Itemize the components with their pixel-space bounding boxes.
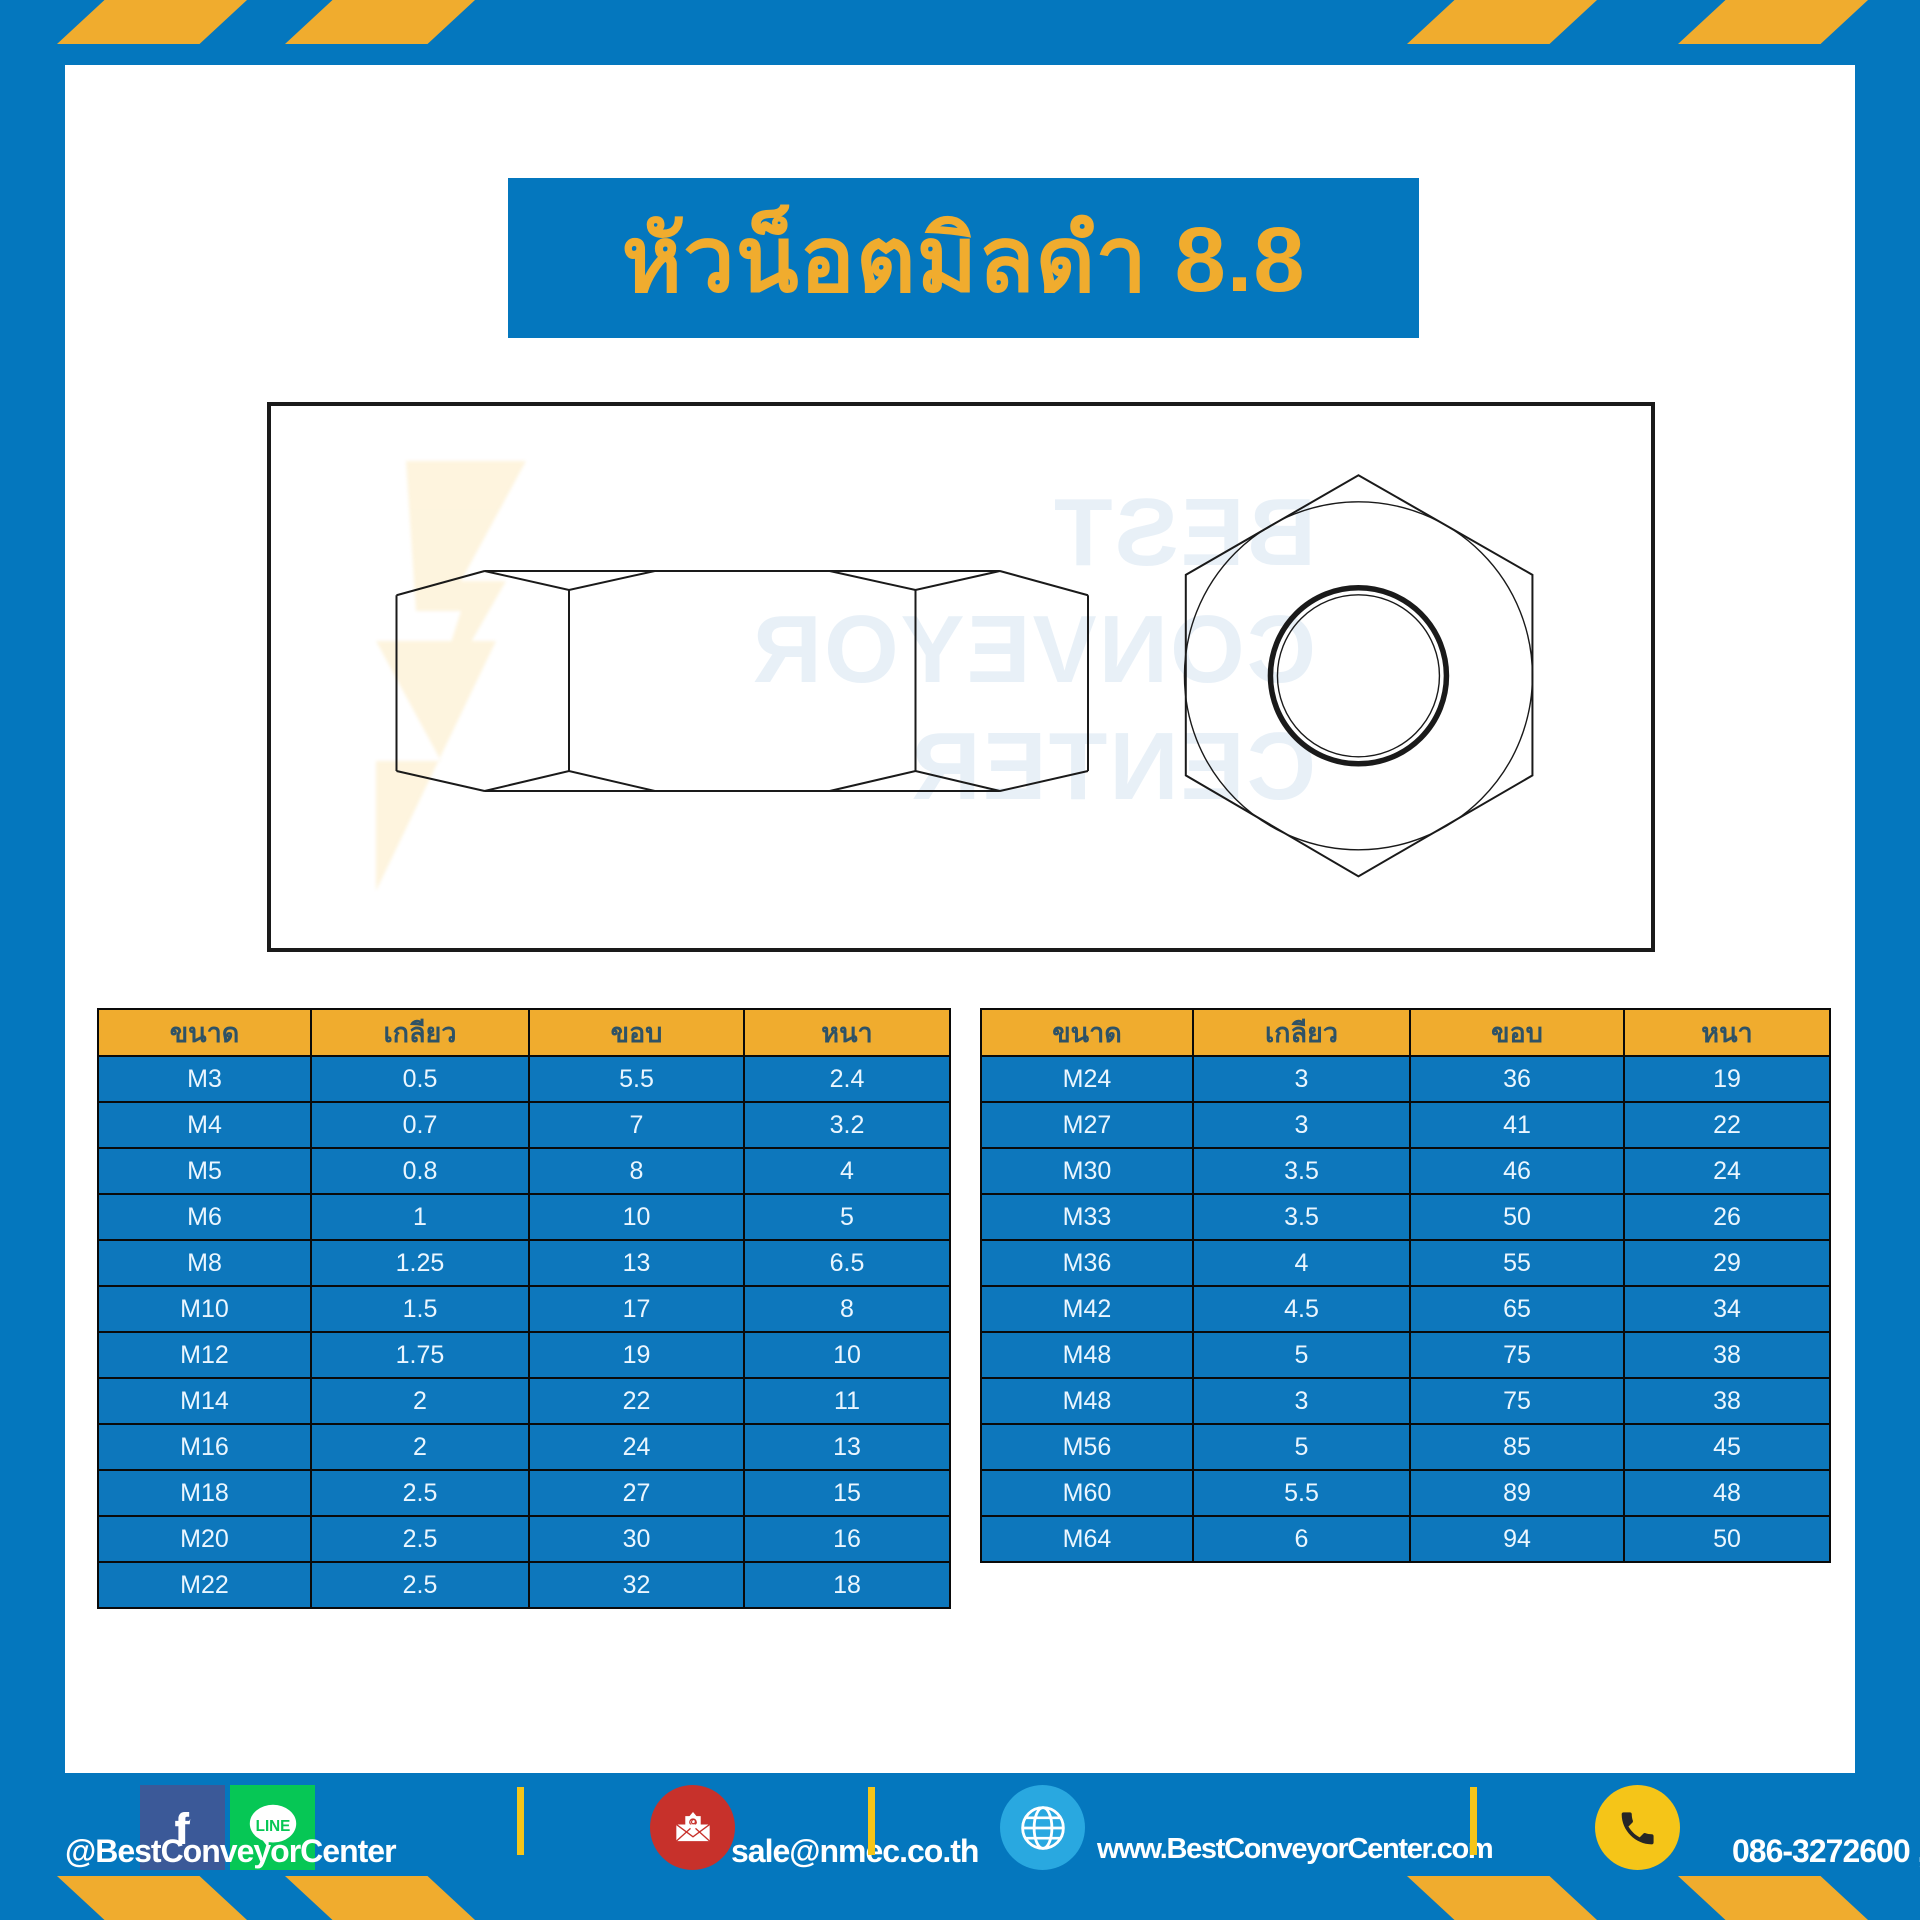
svg-text:LINE: LINE (255, 1817, 290, 1834)
